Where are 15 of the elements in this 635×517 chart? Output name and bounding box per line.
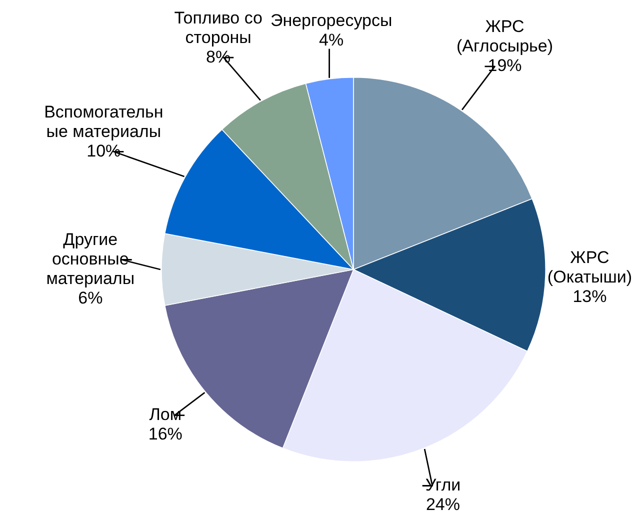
data-label: 6% [78,288,103,308]
data-label: 4% [319,30,344,50]
slice-label: Другие основные материалы [46,230,135,288]
data-label: 16% [148,424,182,444]
slice-label: ЖРС (Аглосырье) [456,17,554,56]
data-label: 13% [572,286,607,306]
data-label: 8% [206,47,231,66]
slice-label: Угли [425,475,461,494]
data-label: 19% [488,56,522,76]
slice-label: Вспомогательные материалы [44,102,164,141]
data-label: 10% [86,141,121,160]
slice-label: Топливо со стороны [174,8,262,47]
slice-label: Энергоресурсы [270,11,392,30]
data-label: 24% [426,494,460,514]
slice-label: ЖРС (Окатыши) [547,248,632,286]
